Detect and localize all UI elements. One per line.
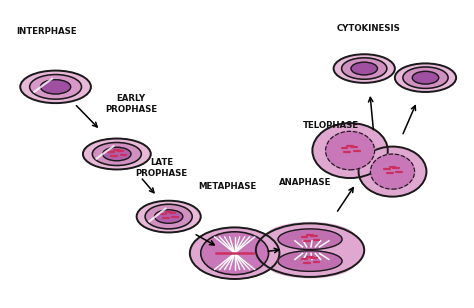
- Ellipse shape: [30, 75, 82, 99]
- Ellipse shape: [278, 251, 342, 271]
- Ellipse shape: [278, 229, 342, 249]
- Ellipse shape: [190, 227, 279, 279]
- Ellipse shape: [155, 210, 183, 223]
- Ellipse shape: [351, 62, 377, 75]
- Ellipse shape: [342, 58, 387, 79]
- Ellipse shape: [264, 245, 356, 278]
- Ellipse shape: [412, 71, 438, 84]
- Ellipse shape: [145, 204, 192, 229]
- Text: LATE
PROPHASE: LATE PROPHASE: [136, 158, 188, 178]
- Text: METAPHASE: METAPHASE: [199, 181, 257, 191]
- Ellipse shape: [256, 223, 364, 277]
- Ellipse shape: [395, 63, 456, 92]
- Text: ANAPHASE: ANAPHASE: [279, 179, 331, 188]
- Ellipse shape: [358, 147, 427, 197]
- Ellipse shape: [201, 232, 269, 275]
- Ellipse shape: [403, 67, 448, 88]
- Ellipse shape: [264, 223, 356, 256]
- Ellipse shape: [312, 123, 388, 178]
- Text: EARLY
PROPHASE: EARLY PROPHASE: [105, 94, 157, 114]
- Ellipse shape: [92, 143, 141, 165]
- Ellipse shape: [137, 201, 201, 233]
- Ellipse shape: [40, 80, 71, 94]
- Ellipse shape: [103, 147, 131, 161]
- Ellipse shape: [326, 131, 374, 170]
- Ellipse shape: [83, 139, 151, 169]
- Ellipse shape: [371, 154, 415, 189]
- Text: TELOPHASE: TELOPHASE: [303, 120, 359, 129]
- Ellipse shape: [334, 54, 395, 83]
- Text: CYTOKINESIS: CYTOKINESIS: [337, 24, 401, 33]
- Ellipse shape: [20, 71, 91, 103]
- Text: INTERPHASE: INTERPHASE: [16, 27, 76, 36]
